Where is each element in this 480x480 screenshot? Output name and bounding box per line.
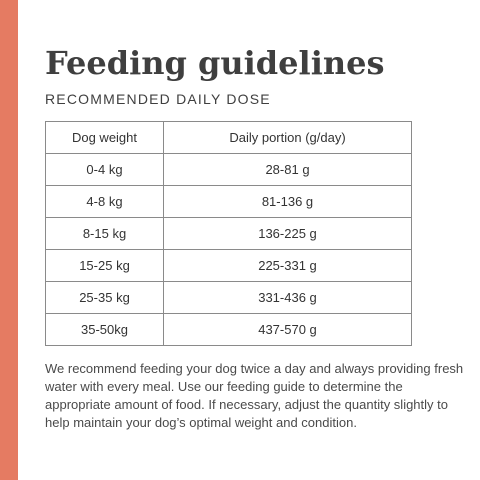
weight-cell: 15-25 kg bbox=[45, 249, 164, 282]
table-row: 8-15 kg 136-225 g bbox=[45, 217, 412, 250]
table-row: 35-50kg 437-570 g bbox=[45, 313, 412, 346]
page-subtitle: RECOMMENDED DAILY DOSE bbox=[45, 91, 271, 107]
accent-bar bbox=[0, 0, 18, 480]
weight-cell: 4-8 kg bbox=[45, 185, 164, 218]
portion-cell: 437-570 g bbox=[163, 313, 412, 346]
portion-cell: 81-136 g bbox=[163, 185, 412, 218]
table-header-row: Dog weight Daily portion (g/day) bbox=[45, 121, 412, 154]
table-row: 25-35 kg 331-436 g bbox=[45, 281, 412, 314]
feeding-note: We recommend feeding your dog twice a da… bbox=[45, 361, 464, 430]
weight-cell: 35-50kg bbox=[45, 313, 164, 346]
weight-cell: 0-4 kg bbox=[45, 153, 164, 186]
column-header-dog-weight: Dog weight bbox=[45, 121, 164, 154]
table-row: 0-4 kg 28-81 g bbox=[45, 153, 412, 186]
portion-cell: 28-81 g bbox=[163, 153, 412, 186]
column-header-daily-portion: Daily portion (g/day) bbox=[163, 121, 412, 154]
feeding-table: Dog weight Daily portion (g/day) 0-4 kg … bbox=[45, 121, 412, 346]
table-row: 4-8 kg 81-136 g bbox=[45, 185, 412, 218]
page-title: Feeding guidelines bbox=[45, 44, 385, 82]
portion-cell: 331-436 g bbox=[163, 281, 412, 314]
weight-cell: 8-15 kg bbox=[45, 217, 164, 250]
table-row: 15-25 kg 225-331 g bbox=[45, 249, 412, 282]
portion-cell: 225-331 g bbox=[163, 249, 412, 282]
portion-cell: 136-225 g bbox=[163, 217, 412, 250]
weight-cell: 25-35 kg bbox=[45, 281, 164, 314]
